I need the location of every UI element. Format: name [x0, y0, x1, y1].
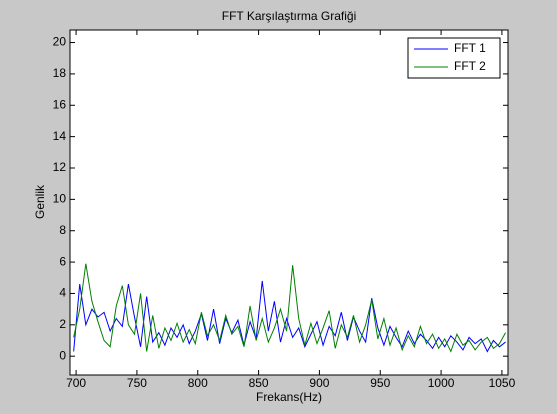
- y-tick-label: 12: [53, 160, 67, 174]
- y-axis-label: Genlik: [33, 184, 47, 219]
- x-tick-label: 900: [309, 376, 329, 390]
- y-tick-label: 8: [59, 223, 66, 237]
- axes-box: [69, 29, 509, 376]
- data-line: [73, 263, 507, 353]
- x-tick-label: 700: [66, 376, 86, 390]
- y-tick-label: 2: [59, 317, 66, 331]
- chart-title: FFT Karşılaştırma Grafiği: [222, 9, 356, 23]
- x-axis-label: Frekans(Hz): [256, 390, 322, 404]
- y-tick-label: 6: [59, 254, 66, 268]
- legend-label: FFT 1: [454, 41, 486, 55]
- x-tick-label: 1050: [489, 376, 516, 390]
- y-tick-label: 16: [53, 97, 67, 111]
- y-tick-label: 4: [59, 286, 66, 300]
- y-tick-label: 14: [53, 129, 67, 143]
- y-tick-label: 0: [59, 348, 66, 362]
- data-line: [73, 280, 506, 353]
- x-tick-label: 850: [249, 376, 269, 390]
- x-tick-label: 1000: [428, 376, 455, 390]
- y-tick-label: 20: [53, 35, 67, 49]
- x-tick-label: 800: [188, 376, 208, 390]
- x-tick-label: 950: [370, 376, 390, 390]
- legend-label: FFT 2: [454, 59, 486, 73]
- y-tick-label: 10: [53, 192, 67, 206]
- x-tick-label: 750: [127, 376, 147, 390]
- legend-box: [407, 37, 501, 79]
- y-tick-label: 18: [53, 66, 67, 80]
